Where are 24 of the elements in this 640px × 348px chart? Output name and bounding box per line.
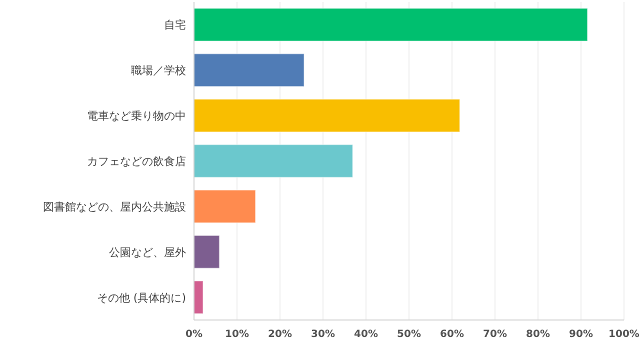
bar [194, 190, 256, 224]
y-tick-label: その他 (具体的に) [96, 291, 186, 304]
x-tick-label: 0% [186, 329, 202, 340]
bar [194, 8, 588, 42]
y-tick-label: カフェなどの飲食店 [87, 155, 186, 168]
y-tick-label: 自宅 [164, 18, 186, 32]
y-tick-label: 公園など、屋外 [109, 246, 186, 259]
x-tick-label: 50% [397, 329, 421, 340]
bar [194, 144, 354, 178]
y-tick-label: 職場／学校 [131, 64, 186, 78]
x-tick-label: 100% [608, 329, 640, 340]
x-tick-label: 90% [569, 329, 593, 340]
x-tick-label: 20% [268, 329, 292, 340]
y-tick-label: 電車など乗り物の中 [87, 110, 186, 123]
x-tick-label: 60% [440, 329, 464, 340]
x-tick-label: 40% [354, 329, 378, 340]
x-tick-label: 30% [311, 329, 335, 340]
x-tick-label: 80% [526, 329, 550, 340]
x-tick-label: 10% [225, 329, 249, 340]
bar [194, 53, 305, 87]
bar [194, 235, 220, 269]
x-tick-label: 70% [483, 329, 507, 340]
bar [194, 98, 460, 132]
y-tick-label: 図書館などの、屋内公共施設 [43, 200, 186, 214]
